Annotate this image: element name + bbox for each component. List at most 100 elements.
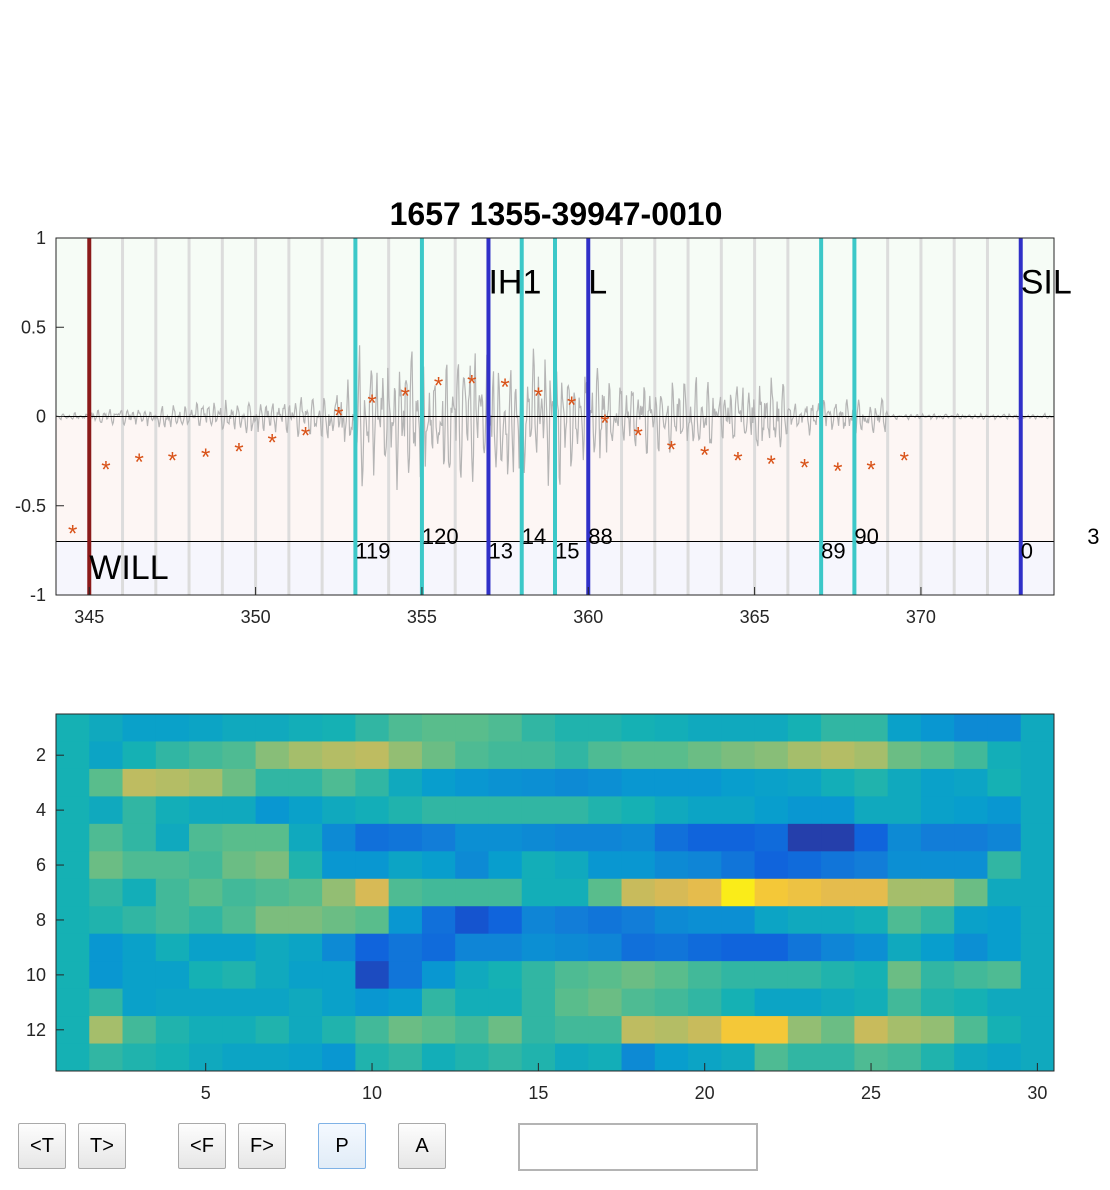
marker-point: * <box>268 429 277 456</box>
spectrogram-cell <box>89 851 124 880</box>
spectrogram-cell <box>787 768 822 797</box>
spectrogram-cell <box>488 741 523 770</box>
spectrogram-cell <box>355 823 390 852</box>
y-tick-label: 2 <box>36 745 46 765</box>
spectrogram-cell <box>688 878 722 907</box>
phone-label: IH1 <box>488 263 541 301</box>
spectrogram-axes[interactable]: 2 4 6 8 10 12 5 10 15 20 25 30 <box>26 713 1055 1103</box>
spectrogram-cell <box>1020 823 1055 852</box>
spectrogram-cell <box>787 823 822 852</box>
spectrogram-cell <box>255 823 290 852</box>
spectrogram-cell <box>787 796 822 825</box>
spectrogram-cell <box>1020 851 1055 880</box>
play-button[interactable]: P <box>318 1123 366 1169</box>
segment-labels: WILL IH1 L SIL 119 120 13 14 15 88 89 90 0 3 <box>89 263 1099 587</box>
spectrogram-cell <box>455 714 489 742</box>
spectrogram-cell <box>588 1043 623 1072</box>
spectrogram-cell <box>654 878 689 907</box>
spectrogram-cell <box>189 823 223 852</box>
spectrogram-cell <box>421 851 456 880</box>
text-input[interactable] <box>518 1123 758 1171</box>
spectrogram-cell <box>255 741 290 770</box>
spectrogram-cell <box>488 796 523 825</box>
spectrogram-cell <box>288 823 323 852</box>
spectrogram-cell <box>455 741 489 770</box>
spectrogram-cell <box>954 988 988 1017</box>
y-tick-label: 4 <box>36 800 46 820</box>
spectrogram-cell <box>222 933 257 962</box>
spectrogram-cell <box>155 933 190 962</box>
spectrogram-cell <box>355 851 390 880</box>
spectrogram-cell <box>521 741 556 770</box>
spectrogram-cell <box>854 961 889 990</box>
spectrogram-cell <box>288 933 323 962</box>
spectrogram-cell <box>954 1043 988 1072</box>
spectrogram-cell <box>488 906 523 935</box>
x-tick-label: 20 <box>695 1083 715 1103</box>
spectrogram-cell <box>588 933 623 962</box>
spectrogram-cell <box>255 796 290 825</box>
spectrogram-cell <box>688 1016 722 1045</box>
spectrogram-cell <box>754 741 789 770</box>
spectrogram-cell <box>521 796 556 825</box>
spectrogram-cell <box>920 741 955 770</box>
spectrogram-cell <box>787 988 822 1017</box>
spectrogram-cell <box>89 988 124 1017</box>
spectrogram-cell <box>388 851 423 880</box>
spectrogram-cell <box>721 823 756 852</box>
prev-time-button[interactable]: <T <box>18 1123 66 1169</box>
spectrogram-cell <box>222 714 257 742</box>
spectrogram-cell <box>654 1043 689 1072</box>
spectrogram-cell <box>854 906 889 935</box>
a-button[interactable]: A <box>398 1123 446 1169</box>
spectrogram-cell <box>521 906 556 935</box>
spectrogram-cell <box>288 851 323 880</box>
spectrogram-cell <box>421 961 456 990</box>
spectrogram-cell <box>189 851 223 880</box>
spectrogram-cell <box>189 933 223 962</box>
next-frame-button[interactable]: F> <box>238 1123 286 1169</box>
spectrogram-cell <box>89 906 124 935</box>
spectrogram-cell <box>954 741 988 770</box>
y-tick-label: 10 <box>26 965 46 985</box>
marker-point: * <box>201 444 210 471</box>
spectrogram-cell <box>654 768 689 797</box>
spectrogram-cell <box>987 1016 1022 1045</box>
spectrogram-cell <box>920 1043 955 1072</box>
spectrogram-cell <box>322 851 356 880</box>
spectrogram-cell <box>987 714 1022 742</box>
spectrogram-cell <box>821 988 855 1017</box>
spectrogram-cell <box>322 796 356 825</box>
spectrogram-cell <box>887 878 922 907</box>
spectrogram-cell <box>821 878 855 907</box>
spectrogram-cell <box>421 1016 456 1045</box>
spectrogram-cell <box>688 741 722 770</box>
spectrogram-cell <box>954 796 988 825</box>
spectrogram-cell <box>322 933 356 962</box>
spectrogram-cell <box>654 933 689 962</box>
marker-point: * <box>800 454 809 481</box>
phone-label: SIL <box>1021 263 1072 301</box>
spectrogram-cell <box>821 961 855 990</box>
spectrogram-cell <box>488 823 523 852</box>
spectrogram-cell <box>821 768 855 797</box>
spectrogram-cell <box>122 714 157 742</box>
prev-frame-button[interactable]: <F <box>178 1123 226 1169</box>
spectrogram-cell <box>787 906 822 935</box>
spectrogram-cell <box>122 851 157 880</box>
spectrogram-cell <box>588 961 623 990</box>
spectrogram-cell <box>421 878 456 907</box>
spectrogram-cell <box>488 1043 523 1072</box>
spectrogram-cell <box>288 1016 323 1045</box>
spectrogram-cell <box>455 906 489 935</box>
spectrogram-cell <box>821 851 855 880</box>
spectrogram-cell <box>821 823 855 852</box>
spectrogram-cell <box>588 988 623 1017</box>
spectrogram-cell <box>621 851 656 880</box>
spectrogram-cell <box>555 961 589 990</box>
boundary-lines[interactable] <box>87 238 1023 595</box>
next-time-button[interactable]: T> <box>78 1123 126 1169</box>
spectrogram-cell <box>688 823 722 852</box>
waveform-axes[interactable]: 1657 1355-39947-0010 ** * * * * * ** * * * * * * ** **… <box>15 196 1100 627</box>
spectrogram-cell <box>954 906 988 935</box>
